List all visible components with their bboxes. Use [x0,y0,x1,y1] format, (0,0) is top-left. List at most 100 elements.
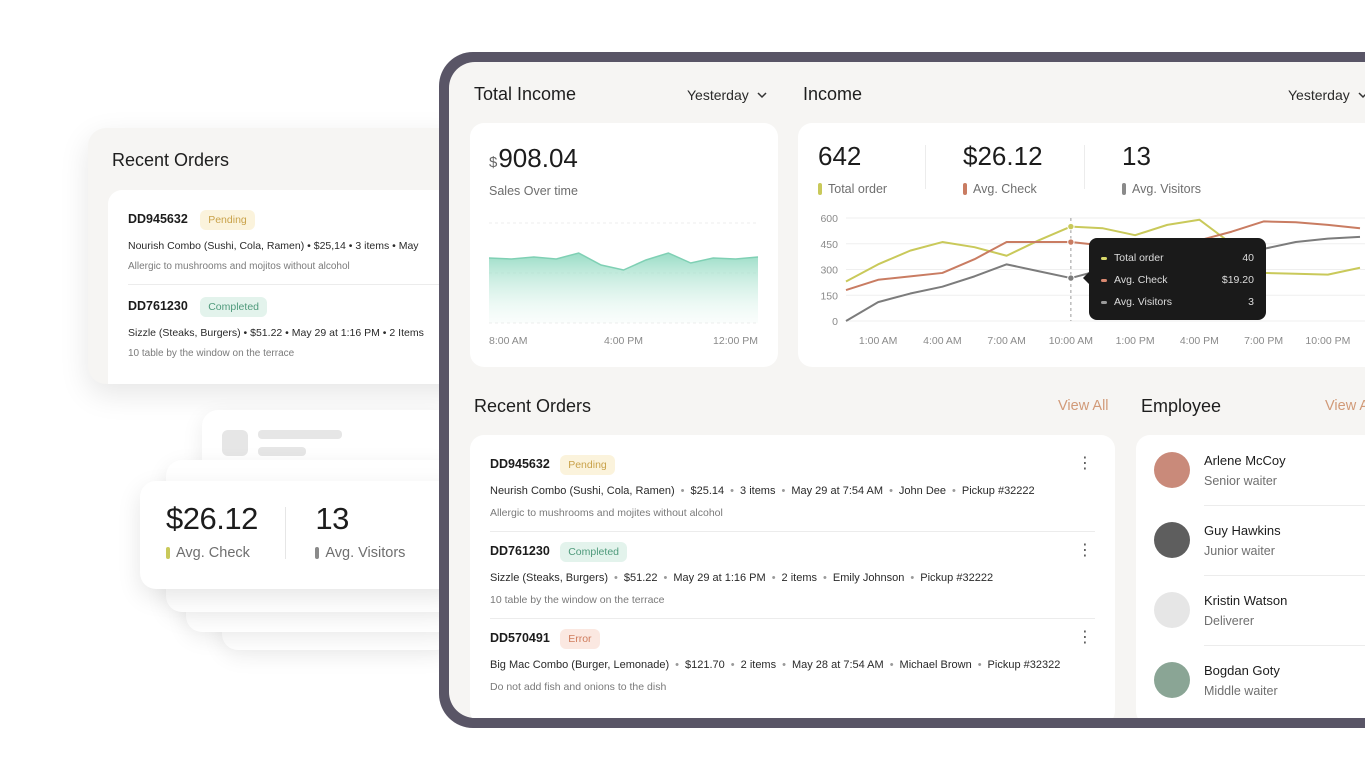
recent-orders-view-all-link[interactable]: View All [1058,398,1109,414]
employee-view-all-link[interactable]: View A [1325,398,1365,414]
tablet-device: Total Income Yesterday Income Yesterday … [439,52,1365,728]
tooltip-value: 40 [1242,252,1254,264]
more-options-icon[interactable]: ⋮ [1077,542,1093,559]
x-tick-label: 1:00 PM [1116,335,1155,347]
total-income-amount: $908.04 [489,143,578,174]
bullet-separator: • [781,485,786,497]
status-badge: Completed [200,297,267,317]
order-customer: Emily Johnson [832,572,905,584]
order-item[interactable]: DD570491 Error ⋮ Big Mac Combo (Burger, … [490,629,1095,693]
order-id: DD570491 [490,631,550,645]
employee-name: Arlene McCoy [1204,452,1286,468]
employee-item[interactable]: Kristin Watson Deliverer [1154,575,1365,645]
avg-check-value: $26.12 [963,141,1043,171]
order-note: 10 table by the window on the terrace [490,594,665,606]
employee-item[interactable]: Guy Hawkins Junior waiter [1154,505,1365,575]
recent-orders-title: Recent Orders [474,396,592,416]
x-tick-label: 7:00 PM [1244,335,1283,347]
order-item[interactable]: DD945632 Pending ⋮ Neurish Combo (Sushi,… [490,455,1095,519]
more-options-icon[interactable]: ⋮ [1077,455,1093,472]
legend-swatch [166,547,170,559]
order-id: DD761230 [128,299,188,313]
hover-point [1067,222,1075,231]
stat-avg-visitors: 13 Avg. Visitors [1122,141,1201,196]
bullet-separator: • [910,572,915,584]
floating-order-item[interactable]: DD761230 Completed Sizzle (Steaks, Burge… [128,297,448,371]
income-period-dropdown[interactable]: Yesterday [1288,87,1365,103]
y-tick-label: 300 [820,265,838,277]
avg-check-label-row: Avg. Check [166,545,285,561]
status-badge: Completed [560,542,627,562]
avg-visitors-label: Avg. Visitors [1132,182,1202,196]
employee-title: Employee [1141,396,1222,416]
more-options-icon[interactable]: ⋮ [1077,629,1093,646]
hover-point [1067,274,1075,282]
total-order-line [845,218,1361,283]
tooltip-row: Avg. Check $19.20 [1101,269,1254,291]
status-badge: Pending [200,210,255,230]
order-price: $25.14 [690,485,725,497]
stat-total-order: 642 Total order [818,141,887,196]
bullet-separator: • [889,485,893,497]
income-card: 642 Total order $26.12 Avg. Check 13 Avg… [798,123,1365,367]
employee-role: Junior waiter [1204,543,1275,558]
income-title: Income [803,84,863,104]
tooltip-row: Avg. Visitors 3 [1101,291,1254,313]
divider [490,531,1095,532]
bullet-separator: • [730,659,735,671]
divider [490,618,1095,619]
avatar [1154,522,1190,558]
divider [1204,505,1365,506]
tooltip-value: $19.20 [1221,274,1254,286]
floating-order-item[interactable]: DD945632 Pending Nourish Combo (Sushi, C… [128,210,448,285]
avg-check-value: $26.12 [166,501,258,536]
tooltip-arrow [1083,272,1089,284]
avg-visitors-label-row: Avg. Visitors [1122,182,1201,196]
bullet-separator: • [782,659,786,671]
order-date: May 28 at 7:54 AM [791,659,884,671]
avg-visitors-label-row: Avg. Visitors [315,545,434,561]
status-badge: Error [560,629,600,649]
order-date: May 29 at 1:16 PM [673,572,766,584]
income-line-chart[interactable]: 0 150 300 450 600 1:00 AM 4:00 AM 7:00 AM 10:00 … [798,123,1365,367]
floating-stats-card: $26.12 Avg. Check 13 Avg. Visitors [140,481,460,589]
tooltip-value: 3 [1248,296,1254,308]
order-note: Allergic to mushrooms and mojites withou… [490,507,723,519]
order-items: Big Mac Combo (Burger, Lemonade) [490,659,670,671]
x-tick-label: 4:00 AM [923,335,962,347]
legend-swatch [1101,256,1107,260]
avg-visitors-value: 13 [315,501,349,536]
employee-role: Middle waiter [1204,683,1278,698]
total-income-card: $908.04 Sales Over time 8:00 AM 4:00 PM 12… [470,123,778,367]
chevron-down-icon [757,91,767,98]
order-meta: Neurish Combo (Sushi, Cola, Ramen) • $25.1… [490,485,1095,497]
total-income-period-dropdown[interactable]: Yesterday [687,87,767,103]
order-id: DD945632 [490,457,550,471]
employee-info: Arlene McCoy Senior waiter [1204,453,1286,488]
bullet-separator: • [823,572,827,584]
employee-info: Kristin Watson Deliverer [1204,593,1287,628]
order-item[interactable]: DD761230 Completed ⋮ Sizzle (Steaks, Bur… [490,542,1095,606]
order-note: 10 table by the window on the terrace [128,348,295,359]
bullet-separator: • [730,485,735,497]
legend-swatch [818,183,822,195]
order-pickup: Pickup #32222 [961,485,1035,497]
amount-value: 908.04 [498,143,578,173]
order-count: 3 items [740,485,776,497]
employee-card: Arlene McCoy Senior waiter Guy Hawkins Jun… [1136,435,1365,718]
employee-item[interactable]: Bogdan Goty Middle waiter [1154,645,1365,715]
x-tick-label: 12:00 PM [713,335,758,347]
order-meta: Big Mac Combo (Burger, Lemonade) • $121.70… [490,659,1095,671]
floating-recent-orders-title: Recent Orders [112,150,230,170]
divider [1084,145,1085,189]
bullet-separator: • [952,485,956,497]
y-tick-label: 0 [832,316,838,328]
avg-visitors-value: 13 [1122,141,1151,171]
legend-swatch [1101,300,1107,304]
employee-item[interactable]: Arlene McCoy Senior waiter [1154,435,1365,505]
x-tick-label: 10:00 AM [1049,335,1093,347]
avatar [1154,662,1190,698]
avatar [1154,452,1190,488]
order-pickup: Pickup #32222 [920,572,994,584]
period-label: Yesterday [1288,87,1350,103]
